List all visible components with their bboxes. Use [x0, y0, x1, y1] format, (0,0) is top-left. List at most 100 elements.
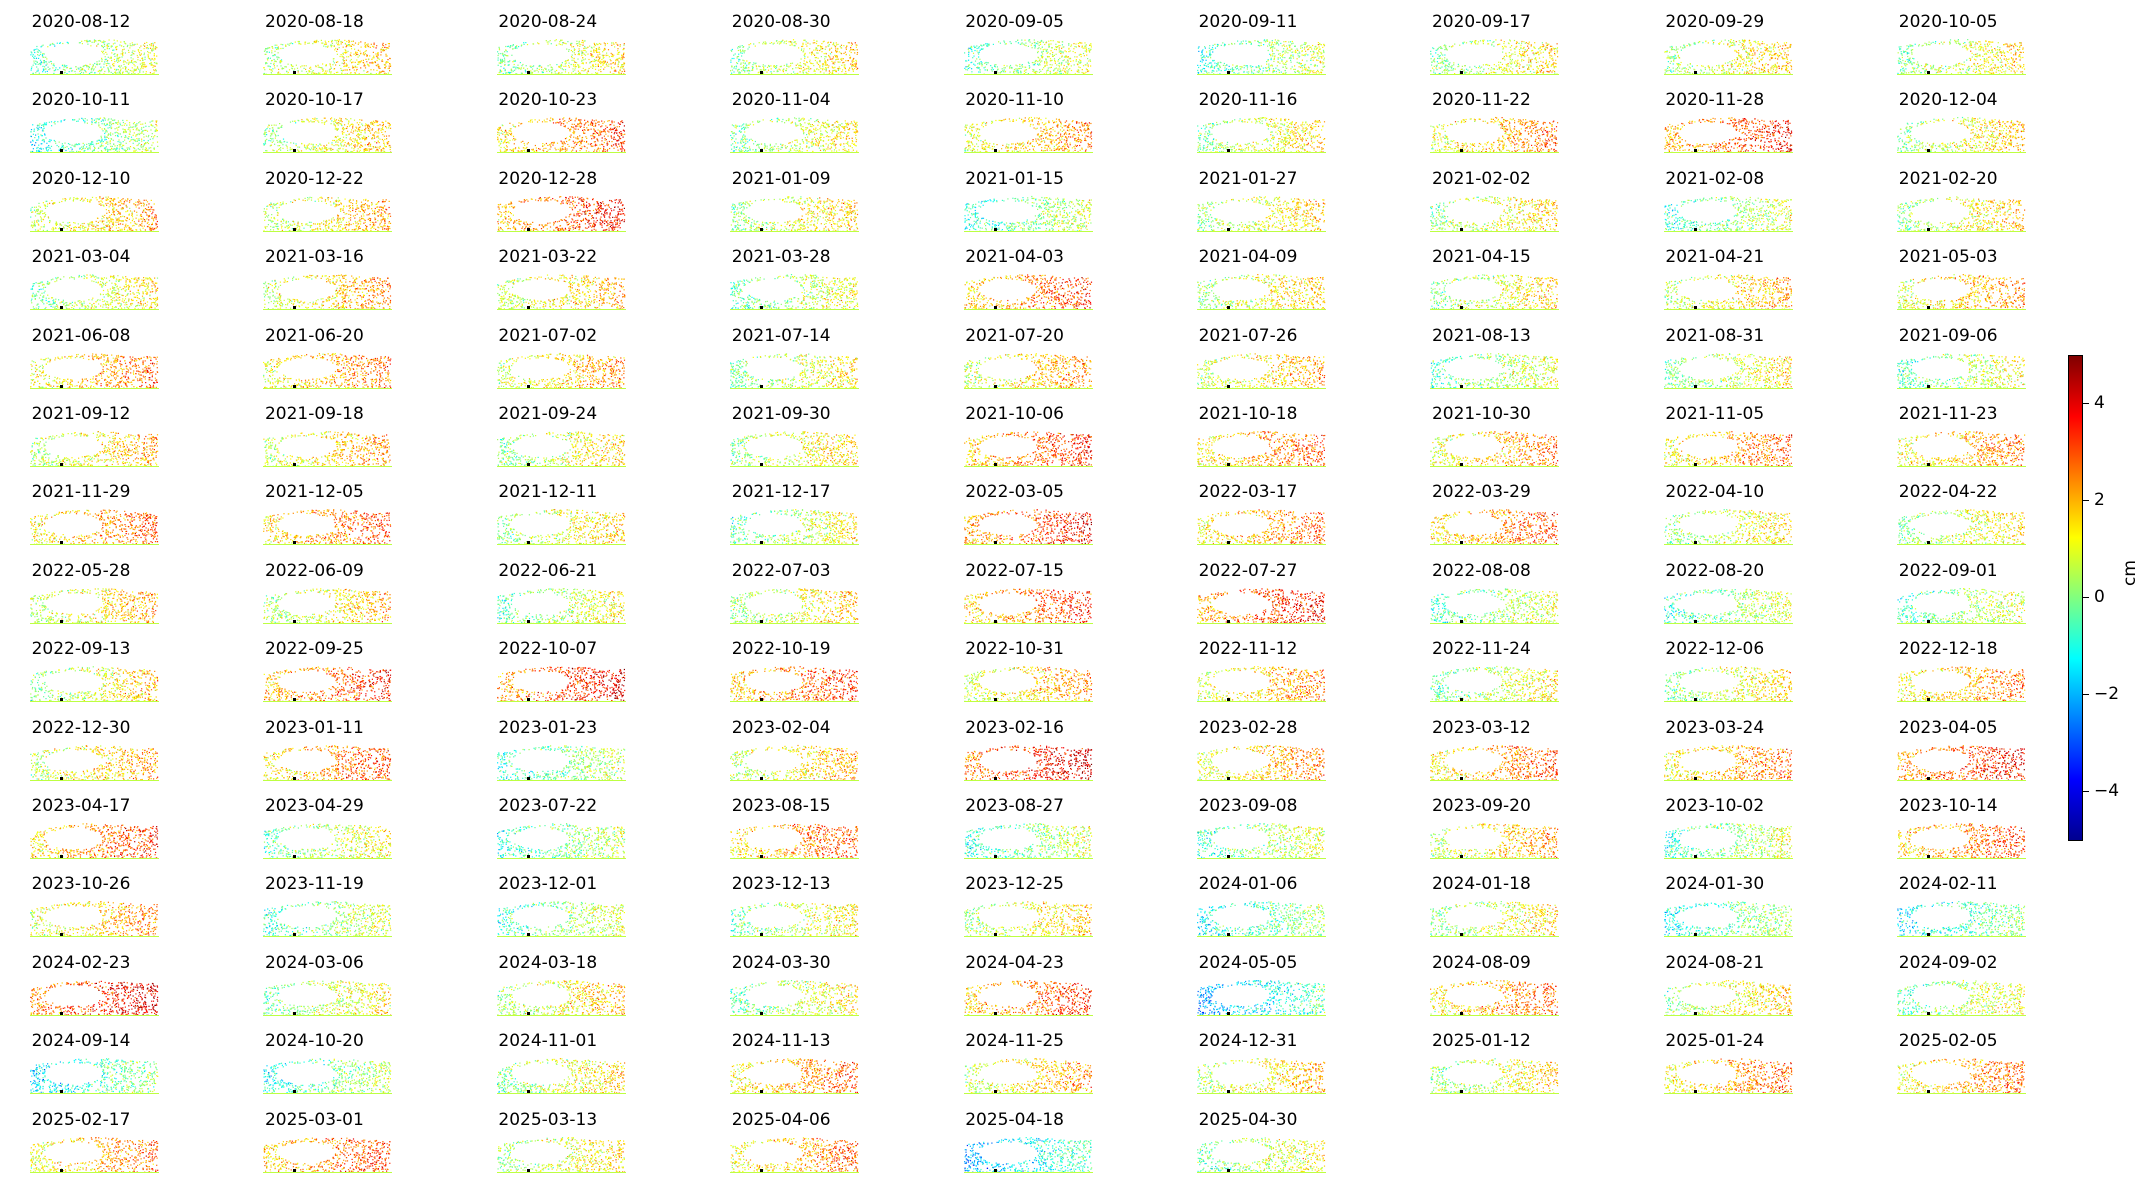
panel-2024-02-11: 2024-02-11 — [1882, 873, 2062, 948]
panel-date-label: 2021-08-31 — [1649, 325, 1781, 347]
displacement-map — [1897, 586, 2028, 624]
displacement-map — [964, 272, 1095, 310]
panel-2021-04-21: 2021-04-21 — [1649, 246, 1829, 321]
displacement-map — [1664, 37, 1795, 75]
panel-2022-12-30: 2022-12-30 — [15, 717, 195, 792]
displacement-map — [1897, 821, 2028, 859]
displacement-map — [1430, 507, 1561, 545]
panel-2021-08-31: 2021-08-31 — [1649, 325, 1829, 400]
panel-date-label: 2021-03-16 — [248, 246, 380, 268]
panel-2021-09-30: 2021-09-30 — [715, 403, 895, 478]
displacement-map — [1664, 978, 1795, 1016]
panel-2022-10-07: 2022-10-07 — [482, 638, 662, 713]
displacement-map — [1664, 1056, 1795, 1094]
panel-2023-08-27: 2023-08-27 — [949, 795, 1129, 870]
displacement-map — [263, 821, 394, 859]
panel-date-label: 2024-03-18 — [482, 952, 614, 974]
displacement-map — [1430, 586, 1561, 624]
panel-2022-03-05: 2022-03-05 — [949, 481, 1129, 556]
displacement-map — [1197, 1135, 1328, 1173]
panel-2020-12-10: 2020-12-10 — [15, 168, 195, 243]
displacement-map — [263, 978, 394, 1016]
panel-2020-11-28: 2020-11-28 — [1649, 89, 1829, 164]
panel-date-label: 2022-10-07 — [482, 638, 614, 660]
panel-date-label: 2022-11-12 — [1182, 638, 1314, 660]
panel-date-label: 2023-02-28 — [1182, 717, 1314, 739]
panel-2024-12-31: 2024-12-31 — [1182, 1030, 1362, 1105]
panel-date-label: 2020-08-18 — [248, 11, 380, 33]
panel-2023-04-05: 2023-04-05 — [1882, 717, 2062, 792]
displacement-map — [1430, 115, 1561, 153]
displacement-map — [263, 37, 394, 75]
displacement-map — [730, 1135, 861, 1173]
displacement-map — [730, 743, 861, 781]
panel-2021-11-29: 2021-11-29 — [15, 481, 195, 556]
panel-date-label: 2021-01-09 — [715, 168, 847, 190]
displacement-map — [1197, 586, 1328, 624]
panel-2025-02-05: 2025-02-05 — [1882, 1030, 2062, 1105]
displacement-map — [1430, 194, 1561, 232]
panel-2021-04-03: 2021-04-03 — [949, 246, 1129, 321]
panel-date-label: 2020-09-11 — [1182, 11, 1314, 33]
panel-2020-09-05: 2020-09-05 — [949, 11, 1129, 86]
panel-2024-08-21: 2024-08-21 — [1649, 952, 1829, 1027]
panel-date-label: 2023-03-12 — [1415, 717, 1547, 739]
panel-date-label: 2023-09-08 — [1182, 795, 1314, 817]
displacement-map — [1664, 664, 1795, 702]
panel-2021-07-14: 2021-07-14 — [715, 325, 895, 400]
panel-date-label: 2024-08-09 — [1415, 952, 1547, 974]
displacement-map — [730, 978, 861, 1016]
panel-date-label: 2024-03-30 — [715, 952, 847, 974]
panel-2021-10-06: 2021-10-06 — [949, 403, 1129, 478]
panel-2021-06-08: 2021-06-08 — [15, 325, 195, 400]
displacement-map — [497, 37, 628, 75]
panel-2022-07-15: 2022-07-15 — [949, 560, 1129, 635]
panel-date-label: 2023-12-13 — [715, 873, 847, 895]
panel-2022-03-17: 2022-03-17 — [1182, 481, 1362, 556]
panel-date-label: 2021-06-20 — [248, 325, 380, 347]
displacement-map — [1664, 743, 1795, 781]
panel-2021-09-06: 2021-09-06 — [1882, 325, 2062, 400]
panel-date-label: 2025-04-30 — [1182, 1109, 1314, 1131]
panel-date-label: 2021-07-02 — [482, 325, 614, 347]
panel-2021-04-15: 2021-04-15 — [1415, 246, 1595, 321]
displacement-map — [730, 507, 861, 545]
displacement-map — [964, 429, 1095, 467]
colorbar: 4 2 0 −2 −4 — [2068, 355, 2148, 841]
displacement-map — [497, 664, 628, 702]
displacement-map — [964, 351, 1095, 389]
panel-date-label: 2020-10-17 — [248, 89, 380, 111]
panel-date-label: 2023-01-11 — [248, 717, 380, 739]
displacement-map — [30, 194, 161, 232]
displacement-map — [964, 821, 1095, 859]
panel-2023-04-17: 2023-04-17 — [15, 795, 195, 870]
displacement-map — [1430, 37, 1561, 75]
panel-2022-08-20: 2022-08-20 — [1649, 560, 1829, 635]
panel-2023-11-19: 2023-11-19 — [248, 873, 428, 948]
panel-2022-09-25: 2022-09-25 — [248, 638, 428, 713]
panel-2021-08-13: 2021-08-13 — [1415, 325, 1595, 400]
panel-2021-05-03: 2021-05-03 — [1882, 246, 2062, 321]
panel-date-label: 2020-11-28 — [1649, 89, 1781, 111]
displacement-map — [497, 743, 628, 781]
displacement-map — [30, 899, 161, 937]
panel-date-label: 2023-08-15 — [715, 795, 847, 817]
displacement-map — [730, 664, 861, 702]
panel-2025-03-01: 2025-03-01 — [248, 1109, 428, 1184]
displacement-map — [497, 978, 628, 1016]
panel-2025-04-30: 2025-04-30 — [1182, 1109, 1362, 1184]
panel-2021-07-20: 2021-07-20 — [949, 325, 1129, 400]
panel-date-label: 2021-11-23 — [1882, 403, 2014, 425]
displacement-map — [964, 194, 1095, 232]
panel-2024-02-23: 2024-02-23 — [15, 952, 195, 1027]
displacement-map — [1430, 429, 1561, 467]
displacement-map — [730, 194, 861, 232]
displacement-map — [30, 1056, 161, 1094]
panel-date-label: 2023-12-25 — [949, 873, 1081, 895]
panel-date-label: 2021-02-08 — [1649, 168, 1781, 190]
displacement-map — [730, 586, 861, 624]
displacement-map — [30, 664, 161, 702]
panel-date-label: 2022-07-03 — [715, 560, 847, 582]
panel-date-label: 2024-09-02 — [1882, 952, 2014, 974]
